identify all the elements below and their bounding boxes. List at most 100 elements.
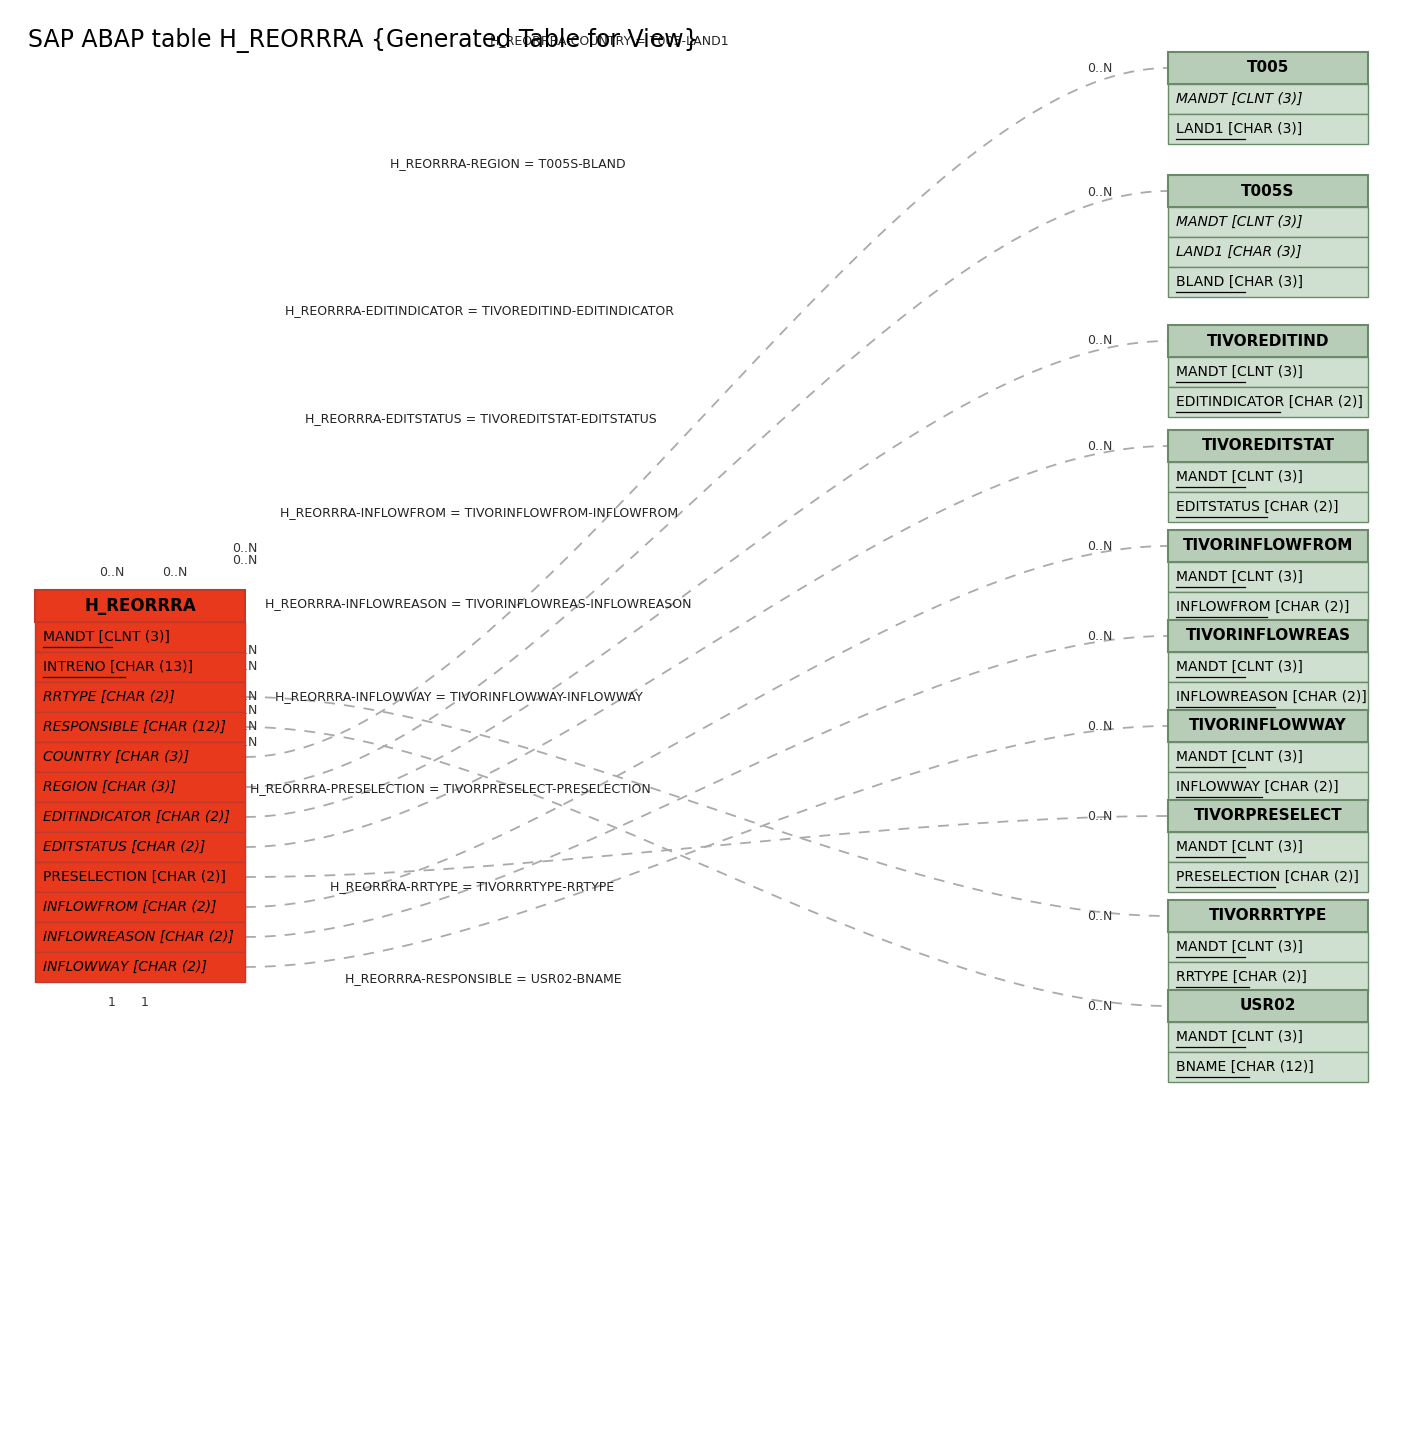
- Text: TIVORINFLOWFROM: TIVORINFLOWFROM: [1183, 539, 1352, 554]
- Text: 0..N: 0..N: [1087, 61, 1113, 74]
- Bar: [35, 892, 246, 923]
- Text: H_REORRRA-INFLOWWAY = TIVORINFLOWWAY-INFLOWWAY: H_REORRRA-INFLOWWAY = TIVORINFLOWWAY-INF…: [275, 690, 643, 703]
- Text: EDITSTATUS [CHAR (2)]: EDITSTATUS [CHAR (2)]: [43, 840, 205, 854]
- Text: MANDT [CLNT (3)]: MANDT [CLNT (3)]: [1176, 92, 1302, 106]
- Text: 0..N: 0..N: [1087, 910, 1113, 923]
- Text: MANDT [CLNT (3)]: MANDT [CLNT (3)]: [1176, 365, 1303, 379]
- Text: H_REORRRA-EDITINDICATOR = TIVOREDITIND-EDITINDICATOR: H_REORRRA-EDITINDICATOR = TIVOREDITIND-E…: [285, 304, 673, 317]
- Bar: [1169, 962, 1368, 992]
- Text: H_REORRRA-RESPONSIBLE = USR02-BNAME: H_REORRRA-RESPONSIBLE = USR02-BNAME: [345, 972, 622, 985]
- Text: H_REORRRA-RRTYPE = TIVORRRTYPE-RRTYPE: H_REORRRA-RRTYPE = TIVORRRTYPE-RRTYPE: [330, 881, 615, 894]
- Text: TIVOREDITSTAT: TIVOREDITSTAT: [1201, 439, 1334, 453]
- Bar: [1169, 833, 1368, 862]
- Text: INFLOWFROM [CHAR (2)]: INFLOWFROM [CHAR (2)]: [1176, 600, 1350, 615]
- Text: EDITINDICATOR [CHAR (2)]: EDITINDICATOR [CHAR (2)]: [43, 809, 230, 824]
- Text: EDITSTATUS [CHAR (2)]: EDITSTATUS [CHAR (2)]: [1176, 500, 1338, 514]
- Bar: [1169, 772, 1368, 802]
- Text: INFLOWFROM [CHAR (2)]: INFLOWFROM [CHAR (2)]: [43, 899, 216, 914]
- Text: INFLOWWAY [CHAR (2)]: INFLOWWAY [CHAR (2)]: [43, 960, 206, 974]
- Text: COUNTRY [CHAR (3)]: COUNTRY [CHAR (3)]: [43, 750, 189, 764]
- Text: 0..N: 0..N: [100, 615, 125, 628]
- Text: MANDT [CLNT (3)]: MANDT [CLNT (3)]: [1176, 940, 1303, 955]
- Text: RRTYPE [CHAR (2)]: RRTYPE [CHAR (2)]: [43, 690, 175, 705]
- Text: MANDT [CLNT (3)]: MANDT [CLNT (3)]: [1176, 750, 1303, 764]
- Text: 0..N: 0..N: [100, 565, 125, 578]
- Bar: [1169, 430, 1368, 462]
- Bar: [1169, 493, 1368, 522]
- Bar: [1169, 742, 1368, 772]
- Bar: [1169, 620, 1368, 652]
- Text: MANDT [CLNT (3)]: MANDT [CLNT (3)]: [1176, 469, 1303, 484]
- Text: H_REORRRA-INFLOWREASON = TIVORINFLOWREAS-INFLOWREASON: H_REORRRA-INFLOWREASON = TIVORINFLOWREAS…: [265, 597, 692, 610]
- Bar: [1169, 530, 1368, 562]
- Bar: [1169, 681, 1368, 712]
- Bar: [1169, 862, 1368, 892]
- Text: 0..N: 0..N: [233, 661, 258, 674]
- Text: 0..N: 0..N: [157, 645, 182, 658]
- Bar: [1169, 899, 1368, 931]
- Text: 0..N: 0..N: [233, 690, 258, 703]
- Text: 0..N: 0..N: [233, 721, 258, 734]
- Text: H_REORRRA-REGION = T005S-BLAND: H_REORRRA-REGION = T005S-BLAND: [390, 157, 626, 170]
- Text: REGION [CHAR (3)]: REGION [CHAR (3)]: [43, 780, 175, 793]
- Text: 0..N: 0..N: [1087, 629, 1113, 642]
- Text: TIVORINFLOWREAS: TIVORINFLOWREAS: [1186, 629, 1351, 644]
- Text: PRESELECTION [CHAR (2)]: PRESELECTION [CHAR (2)]: [43, 870, 226, 883]
- Bar: [35, 590, 246, 622]
- Bar: [35, 862, 246, 892]
- Bar: [35, 712, 246, 742]
- Text: 0..N: 0..N: [233, 555, 258, 568]
- Text: H_REORRRA-PRESELECTION = TIVORPRESELECT-PRESELECTION: H_REORRRA-PRESELECTION = TIVORPRESELECT-…: [250, 782, 651, 795]
- Text: 0..N: 0..N: [1087, 539, 1113, 552]
- Text: 1: 1: [108, 995, 116, 1008]
- Bar: [1169, 237, 1368, 267]
- Text: MANDT [CLNT (3)]: MANDT [CLNT (3)]: [1176, 1030, 1303, 1045]
- Bar: [1169, 931, 1368, 962]
- Text: H_REORRRA-COUNTRY = T005-LAND1: H_REORRRA-COUNTRY = T005-LAND1: [490, 33, 728, 46]
- Text: TIVOREDITIND: TIVOREDITIND: [1207, 334, 1329, 349]
- Text: 0..N: 0..N: [233, 542, 258, 555]
- Bar: [35, 923, 246, 952]
- Text: LAND1 [CHAR (3)]: LAND1 [CHAR (3)]: [1176, 122, 1302, 137]
- Text: BNAME [CHAR (12)]: BNAME [CHAR (12)]: [1176, 1061, 1313, 1074]
- Text: INFLOWWAY [CHAR (2)]: INFLOWWAY [CHAR (2)]: [1176, 780, 1338, 793]
- Bar: [1169, 462, 1368, 493]
- Bar: [1169, 325, 1368, 357]
- Bar: [1169, 591, 1368, 622]
- Bar: [35, 833, 246, 862]
- Bar: [1169, 562, 1368, 591]
- Bar: [35, 772, 246, 802]
- Bar: [35, 622, 246, 652]
- Bar: [35, 742, 246, 772]
- Text: MANDT [CLNT (3)]: MANDT [CLNT (3)]: [1176, 570, 1303, 584]
- Text: 0..N: 0..N: [1087, 1000, 1113, 1013]
- Bar: [1169, 386, 1368, 417]
- Text: 1: 1: [142, 995, 149, 1008]
- Text: BLAND [CHAR (3)]: BLAND [CHAR (3)]: [1176, 275, 1303, 289]
- Text: H_REORRRA: H_REORRRA: [84, 597, 196, 615]
- Text: MANDT [CLNT (3)]: MANDT [CLNT (3)]: [1176, 215, 1302, 230]
- Text: RESPONSIBLE [CHAR (12)]: RESPONSIBLE [CHAR (12)]: [43, 721, 226, 734]
- Bar: [1169, 174, 1368, 206]
- Text: H_REORRRA-INFLOWFROM = TIVORINFLOWFROM-INFLOWFROM: H_REORRRA-INFLOWFROM = TIVORINFLOWFROM-I…: [281, 506, 678, 519]
- Bar: [1169, 989, 1368, 1021]
- Text: TIVORRRTYPE: TIVORRRTYPE: [1209, 908, 1327, 924]
- Text: 0..N: 0..N: [233, 645, 258, 658]
- Bar: [1169, 113, 1368, 144]
- Bar: [1169, 1021, 1368, 1052]
- Bar: [35, 652, 246, 681]
- Text: 0..N: 0..N: [163, 565, 188, 578]
- Text: H_REORRRA-EDITSTATUS = TIVOREDITSTAT-EDITSTATUS: H_REORRRA-EDITSTATUS = TIVOREDITSTAT-EDI…: [304, 413, 657, 424]
- Text: 0..N: 0..N: [1087, 719, 1113, 732]
- Bar: [1169, 357, 1368, 386]
- Text: TIVORINFLOWWAY: TIVORINFLOWWAY: [1190, 718, 1347, 734]
- Text: 0..N: 0..N: [233, 735, 258, 748]
- Text: 0..N: 0..N: [1087, 809, 1113, 822]
- Bar: [35, 952, 246, 982]
- Text: MANDT [CLNT (3)]: MANDT [CLNT (3)]: [1176, 660, 1303, 674]
- Text: EDITINDICATOR [CHAR (2)]: EDITINDICATOR [CHAR (2)]: [1176, 395, 1362, 408]
- Text: MANDT [CLNT (3)]: MANDT [CLNT (3)]: [1176, 840, 1303, 854]
- Text: INFLOWREASON [CHAR (2)]: INFLOWREASON [CHAR (2)]: [43, 930, 234, 944]
- Text: PRESELECTION [CHAR (2)]: PRESELECTION [CHAR (2)]: [1176, 870, 1360, 883]
- Text: SAP ABAP table H_REORRRA {Generated Table for View}: SAP ABAP table H_REORRRA {Generated Tabl…: [28, 28, 699, 52]
